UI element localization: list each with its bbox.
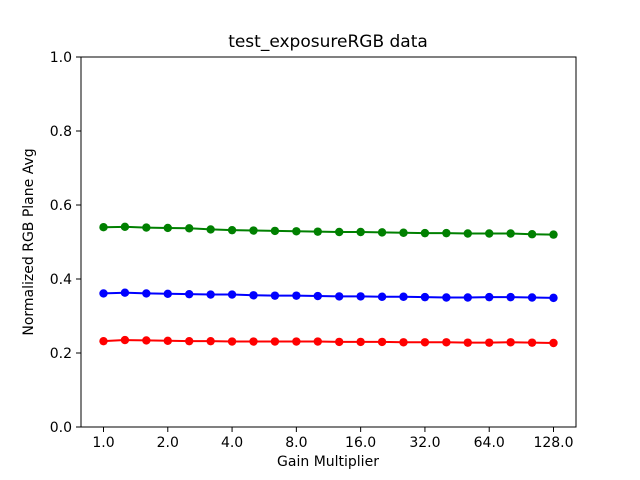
marker-green-plane (120, 222, 130, 232)
x-axis-label: Gain Multiplier (277, 454, 379, 470)
marker-blue-plane (420, 292, 430, 302)
marker-blue-plane (270, 291, 280, 300)
y-axis-tick-label: 0.4 (50, 272, 72, 288)
marker-red-plane (549, 338, 558, 348)
marker-green-plane (206, 225, 215, 234)
chart-title: test_exposureRGB data (228, 32, 428, 52)
plot-line-red-plane (103, 339, 554, 345)
marker-green-plane (549, 230, 558, 239)
marker-red-plane (335, 337, 344, 347)
x-axis-tick-label: 128.0 (533, 435, 573, 451)
marker-blue-plane (185, 289, 194, 299)
marker-red-plane (527, 338, 537, 347)
y-axis-tick-label: 1.0 (50, 50, 72, 66)
marker-red-plane (227, 337, 237, 346)
marker-green-plane (163, 223, 172, 233)
marker-blue-plane (527, 293, 537, 302)
marker-red-plane (463, 338, 472, 347)
marker-red-plane (270, 337, 280, 346)
marker-green-plane (292, 227, 301, 236)
marker-green-plane (356, 227, 365, 237)
marker-red-plane (185, 336, 194, 346)
marker-green-plane (399, 228, 408, 237)
x-axis-tick-label: 16.0 (345, 435, 376, 451)
x-axis-tick-label: 64.0 (474, 435, 505, 451)
marker-blue-plane (292, 291, 301, 300)
x-axis-tick-label: 32.0 (409, 435, 440, 451)
marker-blue-plane (227, 290, 237, 299)
plot-line-blue-plane (103, 291, 554, 299)
marker-blue-plane (356, 292, 365, 301)
x-axis-tick-label: 2.0 (157, 435, 179, 451)
marker-blue-plane (313, 291, 322, 301)
marker-green-plane (185, 224, 194, 233)
series-layer (99, 222, 558, 348)
marker-green-plane (527, 230, 537, 239)
marker-blue-plane (335, 292, 344, 301)
marker-green-plane (506, 229, 515, 238)
plot-line-green-plane (103, 225, 554, 236)
y-axis-tick-label: 0.2 (50, 346, 72, 362)
marker-red-plane (356, 337, 365, 347)
marker-green-plane (335, 227, 344, 237)
marker-green-plane (420, 228, 430, 238)
marker-red-plane (399, 338, 408, 347)
tick-layer: 1.0 2.0 4.0 8.0 16.0 32.0 64.0 128.0 0.0 0.2 0.4 0.… (50, 50, 574, 451)
marker-green-plane (442, 228, 451, 238)
marker-blue-plane (463, 293, 472, 302)
plot-area (81, 57, 576, 427)
marker-blue-plane (142, 289, 151, 298)
marker-blue-plane (506, 292, 515, 302)
marker-green-plane (99, 223, 108, 232)
marker-green-plane (463, 229, 472, 238)
marker-red-plane (420, 338, 430, 347)
marker-blue-plane (485, 292, 494, 302)
x-axis-tick-label: 4.0 (221, 435, 243, 451)
marker-red-plane (485, 338, 494, 347)
marker-blue-plane (99, 289, 108, 298)
marker-blue-plane (120, 288, 130, 297)
marker-red-plane (163, 336, 172, 345)
y-axis-label: Normalized RGB Plane Avg (21, 148, 37, 335)
marker-green-plane (249, 226, 258, 235)
marker-red-plane (377, 337, 387, 347)
marker-red-plane (142, 336, 151, 345)
y-axis-tick-label: 0.8 (50, 124, 72, 140)
marker-blue-plane (399, 292, 408, 301)
marker-red-plane (442, 338, 451, 347)
marker-green-plane (313, 227, 322, 236)
marker-red-plane (292, 337, 301, 346)
marker-red-plane (120, 335, 130, 345)
marker-green-plane (270, 226, 280, 236)
marker-green-plane (377, 228, 387, 237)
marker-blue-plane (442, 293, 451, 302)
marker-blue-plane (163, 289, 172, 298)
y-axis-tick-label: 0.6 (50, 198, 72, 214)
axes-spines (80, 56, 577, 428)
x-axis-tick-label: 8.0 (285, 435, 307, 451)
marker-green-plane (485, 229, 494, 238)
marker-red-plane (249, 337, 258, 346)
marker-red-plane (313, 337, 322, 346)
marker-blue-plane (549, 293, 558, 303)
marker-red-plane (206, 336, 215, 346)
marker-blue-plane (206, 290, 215, 299)
x-axis-tick-label: 1.0 (92, 435, 114, 451)
marker-red-plane (506, 338, 515, 347)
marker-red-plane (99, 336, 108, 346)
marker-green-plane (142, 223, 151, 232)
marker-blue-plane (377, 292, 387, 301)
y-axis-tick-label: 0.0 (50, 420, 72, 436)
marker-blue-plane (249, 291, 258, 300)
marker-green-plane (227, 225, 237, 235)
